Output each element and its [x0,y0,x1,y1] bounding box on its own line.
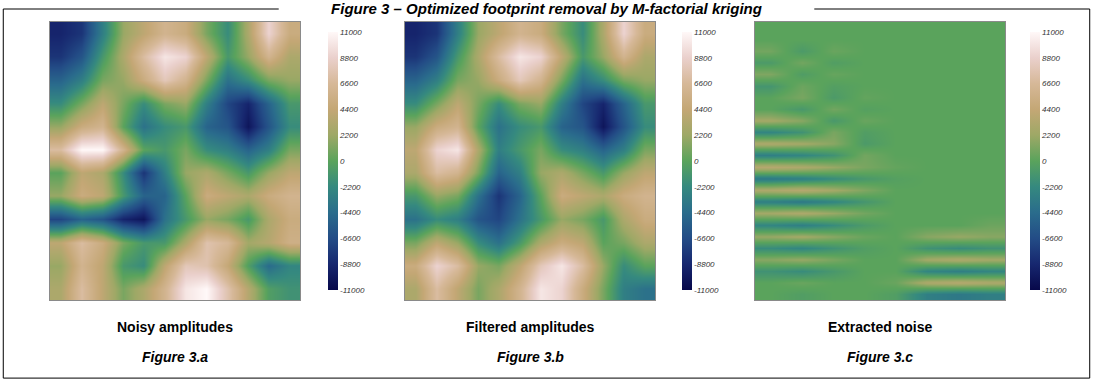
svg-text:6600: 6600 [340,79,358,88]
svg-text:6600: 6600 [694,79,712,88]
svg-text:6600: 6600 [1042,79,1060,88]
svg-text:-6600: -6600 [1042,234,1063,243]
svg-text:-4400: -4400 [340,208,361,217]
svg-text:-2200: -2200 [340,183,361,192]
svg-text:-4400: -4400 [1042,208,1063,217]
svg-text:-8800: -8800 [694,260,715,269]
svg-text:4400: 4400 [340,105,358,114]
svg-text:4400: 4400 [694,105,712,114]
svg-text:-2200: -2200 [694,183,715,192]
svg-text:Filtered amplitudes: Filtered amplitudes [466,319,595,335]
svg-text:Figure 3.b: Figure 3.b [497,349,564,365]
svg-text:-6600: -6600 [340,234,361,243]
svg-text:Figure 3.c: Figure 3.c [847,349,913,365]
svg-text:0: 0 [1042,157,1047,166]
svg-text:2200: 2200 [339,131,358,140]
svg-text:-11000: -11000 [694,286,719,295]
svg-text:11000: 11000 [694,28,716,37]
svg-text:Noisy amplitudes: Noisy amplitudes [117,319,233,335]
svg-text:2200: 2200 [693,131,712,140]
svg-text:4400: 4400 [1042,105,1060,114]
svg-text:Extracted noise: Extracted noise [828,319,932,335]
svg-text:8800: 8800 [340,54,358,63]
svg-text:11000: 11000 [340,28,362,37]
svg-text:-11000: -11000 [1042,286,1067,295]
svg-text:Figure 3.a: Figure 3.a [142,349,208,365]
svg-text:-2200: -2200 [1042,183,1063,192]
svg-text:-4400: -4400 [694,208,715,217]
svg-text:-8800: -8800 [340,260,361,269]
svg-text:0: 0 [694,157,699,166]
svg-text:11000: 11000 [1042,28,1064,37]
svg-text:8800: 8800 [694,54,712,63]
svg-text:0: 0 [340,157,345,166]
svg-text:-6600: -6600 [694,234,715,243]
svg-text:-11000: -11000 [340,286,365,295]
svg-text:-8800: -8800 [1042,260,1063,269]
svg-text:Figure 3 – Optimized footprint: Figure 3 – Optimized footprint removal b… [331,0,762,17]
svg-text:8800: 8800 [1042,54,1060,63]
svg-text:2200: 2200 [1041,131,1060,140]
